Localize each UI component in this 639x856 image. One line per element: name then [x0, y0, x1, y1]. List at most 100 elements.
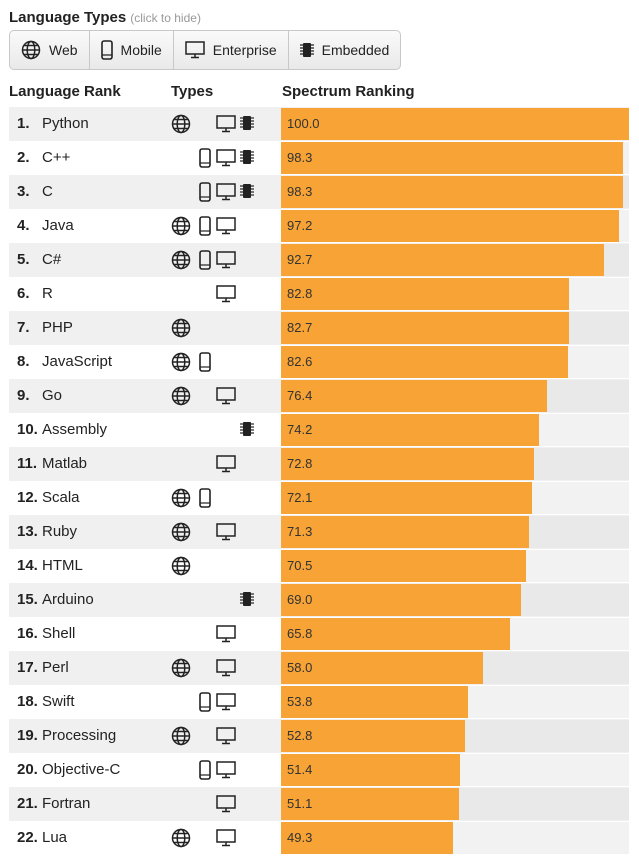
ranking-bar: [281, 176, 624, 208]
ranking-bar: [281, 686, 469, 718]
click-to-hide-link[interactable]: (click to hide): [130, 11, 201, 25]
language-name: Arduino: [42, 591, 94, 608]
ranking-value-label: 98.3: [287, 150, 313, 165]
table-row: 15. Arduino 69.0: [9, 583, 629, 617]
monitor-icon: [216, 251, 236, 274]
ranking-value-label: 72.8: [287, 456, 313, 471]
table-row: 11. Matlab 72.8: [9, 447, 629, 481]
bar-track: 69.0: [281, 584, 629, 616]
language-name: Shell: [42, 625, 76, 642]
monitor-icon: [216, 455, 236, 478]
ranking-bar: [281, 210, 620, 242]
spectrum-ranking-header[interactable]: Spectrum Ranking: [282, 83, 415, 100]
filter-embedded-button[interactable]: Embedded: [289, 31, 401, 69]
language-name: Assembly: [42, 421, 108, 438]
ranking-value-label: 53.8: [287, 694, 313, 709]
bar-track: 82.6: [281, 346, 629, 378]
bar-track: 49.3: [281, 822, 629, 854]
monitor-icon: [216, 829, 236, 852]
language-name: Swift: [42, 693, 75, 710]
language-name: Ruby: [42, 523, 78, 540]
filter-enterprise-button[interactable]: Enterprise: [174, 31, 289, 69]
table-row: 9. Go 76.4: [9, 379, 629, 413]
filter-mobile-button[interactable]: Mobile: [90, 31, 174, 69]
rank-number: 15.: [17, 591, 38, 608]
monitor-icon: [216, 149, 236, 172]
bar-track: 72.1: [281, 482, 629, 514]
monitor-icon: [216, 693, 236, 716]
ranking-value-label: 58.0: [287, 660, 313, 675]
rank-number: 22.: [17, 829, 38, 846]
language-rank-header[interactable]: Language Rank: [9, 83, 121, 100]
rank-number: 17.: [17, 659, 38, 676]
ranking-bar: [281, 822, 453, 854]
globe-icon: [171, 658, 191, 683]
table-row: 3. C 98.3: [9, 175, 629, 209]
language-name: Fortran: [42, 795, 91, 812]
bar-track: 98.3: [281, 176, 629, 208]
phone-icon: [199, 250, 211, 275]
language-types-title: Language Types (click to hide): [9, 9, 201, 26]
bar-track: 71.3: [281, 516, 629, 548]
ranking-value-label: 71.3: [287, 524, 313, 539]
rank-number: 19.: [17, 727, 38, 744]
rank-number: 7.: [17, 319, 30, 336]
table-row: 7. PHP 82.7: [9, 311, 629, 345]
language-name: Lua: [42, 829, 68, 846]
table-row: 6. R 82.8: [9, 277, 629, 311]
phone-icon: [199, 488, 211, 513]
table-row: 19. Processing 52.8: [9, 719, 629, 753]
rank-number: 11.: [17, 455, 38, 472]
ranking-value-label: 82.6: [287, 354, 313, 369]
language-name: Go: [42, 387, 63, 404]
phone-icon: [199, 216, 211, 241]
globe-icon: [21, 40, 41, 60]
monitor-icon: [216, 659, 236, 682]
ranking-bar: [281, 754, 460, 786]
rank-number: 5.: [17, 251, 30, 268]
globe-icon: [171, 114, 191, 139]
table-row: 20. Objective-C 51.4: [9, 753, 629, 787]
rank-number: 20.: [17, 761, 38, 778]
globe-icon: [171, 726, 191, 751]
ranking-bar: [281, 414, 540, 446]
bar-track: 51.4: [281, 754, 629, 786]
chip-icon: [299, 41, 314, 59]
bar-track: 74.2: [281, 414, 629, 446]
language-name: JavaScript: [42, 353, 113, 370]
rank-number: 3.: [17, 183, 30, 200]
language-name: PHP: [42, 319, 73, 336]
ranking-bar: [281, 278, 570, 310]
language-name: C: [42, 183, 53, 200]
table-row: 1. Python 100.0: [9, 107, 629, 141]
rank-number: 2.: [17, 149, 30, 166]
ranking-value-label: 76.4: [287, 388, 313, 403]
ranking-value-label: 82.7: [287, 320, 313, 335]
language-name: Perl: [42, 659, 69, 676]
ranking-value-label: 69.0: [287, 592, 313, 607]
table-row: 14. HTML 70.5: [9, 549, 629, 583]
ranking-value-label: 70.5: [287, 558, 313, 573]
types-header: Types: [171, 83, 214, 100]
ranking-bar: [281, 618, 510, 650]
table-row: 13. Ruby 71.3: [9, 515, 629, 549]
phone-icon: [199, 692, 211, 717]
ranking-value-label: 98.3: [287, 184, 313, 199]
chip-icon: [240, 182, 254, 205]
monitor-icon: [216, 625, 236, 648]
ranking-bar: [281, 584, 522, 616]
chip-icon: [240, 114, 254, 137]
ranking-bar: [281, 312, 569, 344]
bar-track: 70.5: [281, 550, 629, 582]
filter-embedded-label: Embedded: [321, 42, 390, 58]
bar-track: 76.4: [281, 380, 629, 412]
ranking-value-label: 49.3: [287, 830, 313, 845]
rank-number: 21.: [17, 795, 38, 812]
ranking-value-label: 100.0: [287, 116, 320, 131]
rank-number: 13.: [17, 523, 38, 540]
ranking-bar: [281, 448, 535, 480]
table-row: 18. Swift 53.8: [9, 685, 629, 719]
ranking-bar: [281, 482, 532, 514]
ranking-bar: [281, 346, 569, 378]
filter-web-button[interactable]: Web: [10, 31, 90, 69]
